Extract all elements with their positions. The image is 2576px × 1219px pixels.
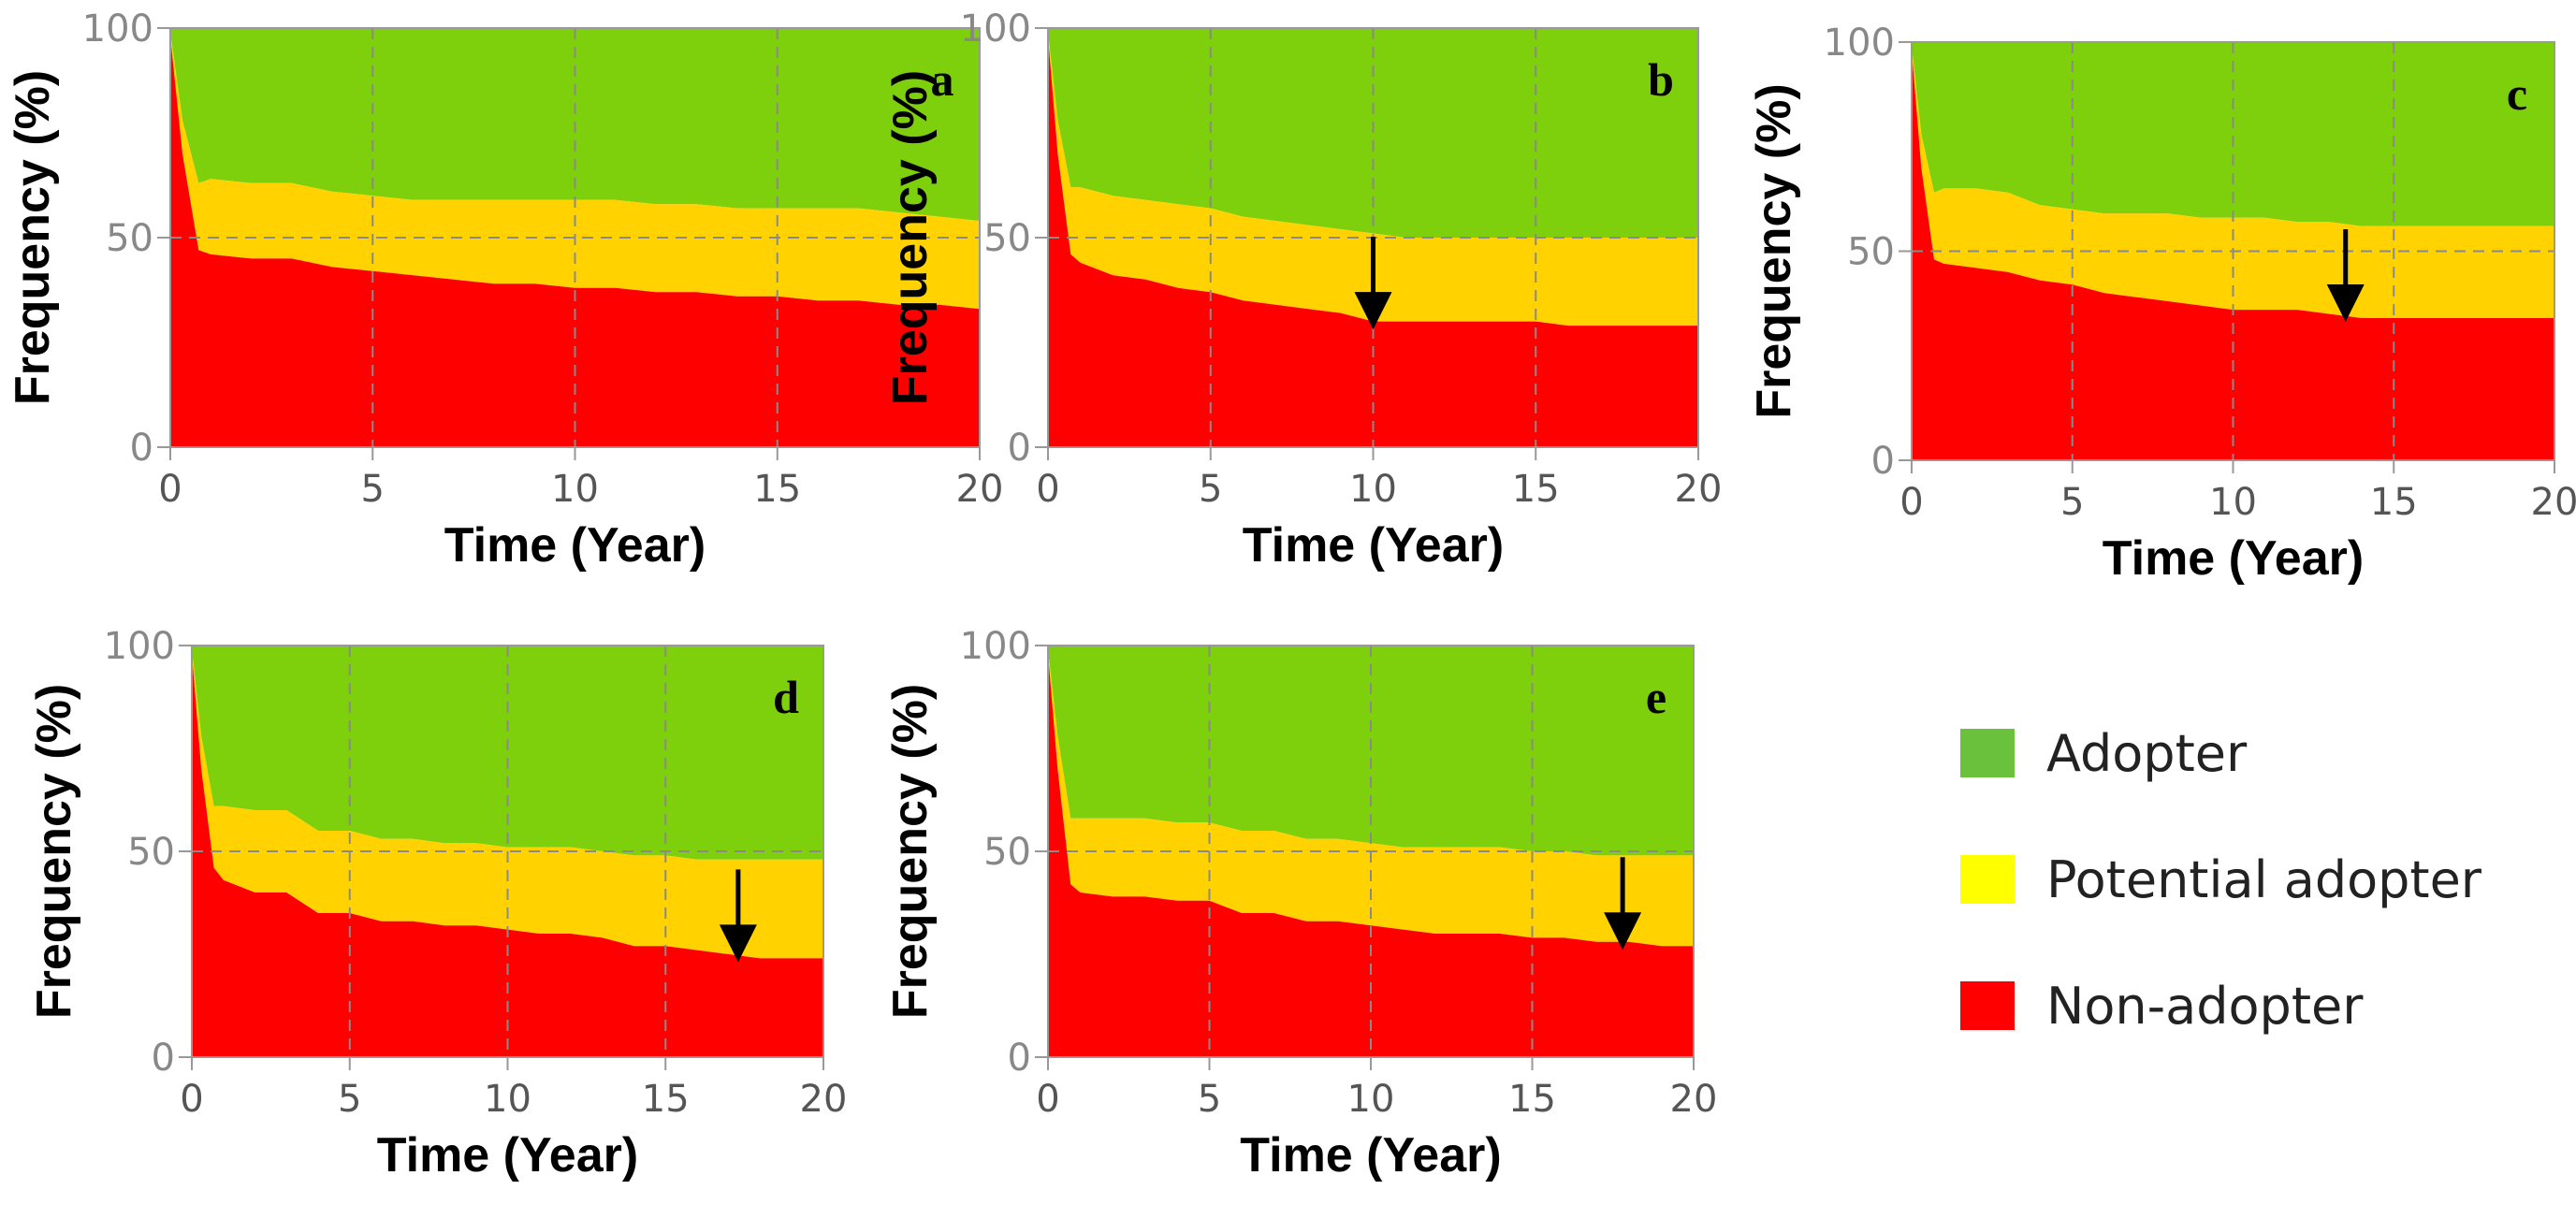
x-axis-title: Time (Year) xyxy=(1243,518,1504,573)
chart-panel-c: 0 50 100 0 5 10 15 20 Time (Year) Frequency (%) c xyxy=(1747,22,2576,586)
x-tick-label: 20 xyxy=(2531,481,2576,524)
x-axis-title: Time (Year) xyxy=(1240,1128,1501,1183)
x-tick-label: 0 xyxy=(1036,468,1059,511)
x-tick-label: 5 xyxy=(1199,468,1222,511)
legend: Adopter Potential adopter Non-adopter xyxy=(1960,720,2559,1038)
y-tick-label: 100 xyxy=(960,625,1031,668)
x-tick-label: 5 xyxy=(361,468,385,511)
panel-letter: e xyxy=(1646,671,1666,723)
x-tick-label: 20 xyxy=(1670,1078,1718,1121)
chart-panel-d: 0 50 100 0 5 10 15 20 Time (Year) Frequency (%) d xyxy=(27,625,847,1183)
x-tick-label: 5 xyxy=(2060,481,2084,524)
y-tick-label: 0 xyxy=(1008,1037,1031,1080)
y-tick-label: 50 xyxy=(983,831,1031,874)
x-tick-label: 15 xyxy=(2370,481,2418,524)
x-axis-title: Time (Year) xyxy=(444,518,706,573)
y-axis-title: Frequency (%) xyxy=(883,70,938,405)
area-non-adopter xyxy=(1912,50,2554,461)
panel-letter: c xyxy=(2507,67,2527,120)
legend-swatch-adopter xyxy=(1960,729,2015,777)
x-tick-label: 5 xyxy=(338,1078,361,1121)
y-tick-label: 50 xyxy=(106,217,153,260)
x-tick-label: 15 xyxy=(642,1078,690,1121)
y-axis-title: Frequency (%) xyxy=(1747,83,1801,418)
x-tick-label: 10 xyxy=(1347,1078,1395,1121)
y-tick-label: 100 xyxy=(82,7,153,51)
area-non-adopter xyxy=(1048,653,1694,1057)
y-tick-label: 50 xyxy=(127,831,175,874)
y-axis-title: Frequency (%) xyxy=(27,684,81,1019)
legend-item-nonadopter: Non-adopter xyxy=(1960,973,2363,1038)
legend-label-adopter: Adopter xyxy=(2046,723,2248,783)
arrow-marker xyxy=(1354,237,1392,330)
y-tick-label: 100 xyxy=(1824,22,1895,65)
panel-letter: a xyxy=(931,53,954,106)
y-tick-label: 50 xyxy=(983,217,1031,260)
x-tick-label: 0 xyxy=(1036,1078,1059,1121)
x-tick-label: 5 xyxy=(1198,1078,1221,1121)
y-tick-label: 0 xyxy=(130,427,153,470)
arrow-marker xyxy=(719,869,757,963)
x-tick-label: 15 xyxy=(1512,468,1560,511)
y-tick-label: 0 xyxy=(1871,440,1895,483)
x-axis-title: Time (Year) xyxy=(377,1128,638,1183)
x-tick-label: 20 xyxy=(956,468,1004,511)
legend-label-nonadopter: Non-adopter xyxy=(2046,976,2364,1036)
x-tick-label: 0 xyxy=(158,468,182,511)
y-tick-label: 0 xyxy=(1008,427,1031,470)
legend-swatch-potential xyxy=(1960,855,2015,904)
area-non-adopter xyxy=(1048,36,1698,447)
y-axis-title: Frequency (%) xyxy=(6,70,60,405)
chart-panel-b: 0 50 100 0 5 10 15 20 Time (Year) Frequency (%) b xyxy=(883,7,1722,573)
x-tick-label: 20 xyxy=(800,1078,848,1121)
legend-swatch-nonadopter xyxy=(1960,981,2015,1030)
y-tick-label: 100 xyxy=(960,7,1031,51)
x-tick-label: 20 xyxy=(1675,468,1723,511)
x-tick-label: 0 xyxy=(1899,481,1923,524)
y-tick-label: 50 xyxy=(1847,231,1895,274)
x-tick-label: 10 xyxy=(2209,481,2257,524)
arrow-marker xyxy=(2326,229,2365,323)
x-tick-label: 10 xyxy=(1349,468,1397,511)
x-tick-label: 0 xyxy=(180,1078,203,1121)
panel-letter: b xyxy=(1648,53,1674,106)
panel-letter: d xyxy=(773,671,799,723)
y-tick-label: 0 xyxy=(152,1037,175,1080)
x-tick-label: 15 xyxy=(753,468,801,511)
y-tick-label: 100 xyxy=(104,625,175,668)
y-axis-title: Frequency (%) xyxy=(883,684,938,1019)
legend-item-adopter: Adopter xyxy=(1960,720,2247,786)
legend-label-potential: Potential adopter xyxy=(2046,849,2482,909)
area-non-adopter xyxy=(192,653,823,1057)
x-tick-label: 15 xyxy=(1508,1078,1556,1121)
area-potential-adopter xyxy=(1048,32,1698,327)
arrow-marker xyxy=(1604,857,1642,951)
legend-item-potential: Potential adopter xyxy=(1960,847,2481,912)
x-tick-label: 10 xyxy=(484,1078,531,1121)
x-axis-title: Time (Year) xyxy=(2103,531,2364,586)
area-non-adopter xyxy=(170,36,980,447)
x-tick-label: 10 xyxy=(551,468,599,511)
chart-panel-e: 0 50 100 0 5 10 15 20 Time (Year) Frequency (%) e xyxy=(883,625,1717,1183)
